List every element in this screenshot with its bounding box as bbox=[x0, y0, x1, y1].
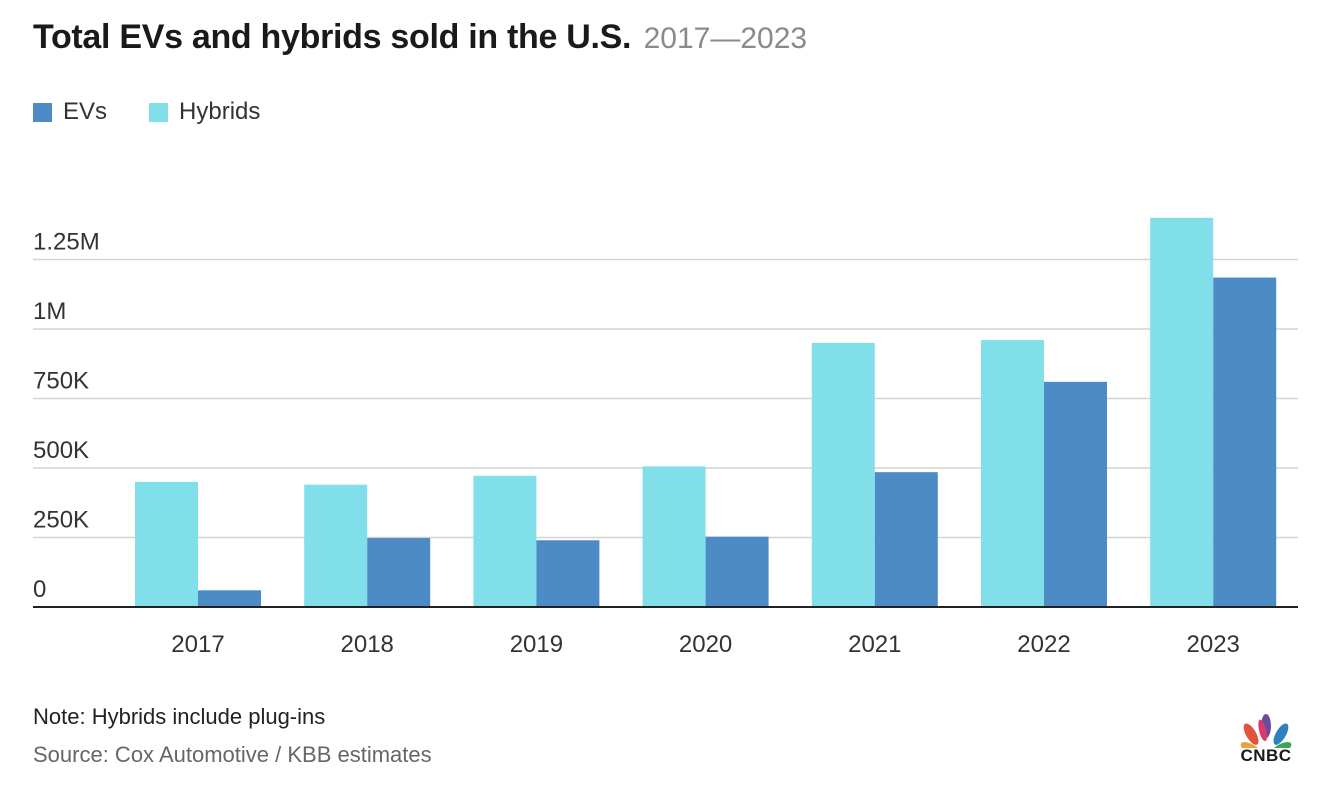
y-tick-label: 250K bbox=[33, 507, 89, 534]
bar-hybrids-2020 bbox=[642, 466, 706, 607]
x-tick-label: 2018 bbox=[341, 631, 394, 658]
bar-evs-2017 bbox=[198, 590, 261, 607]
legend-swatch-hybrids bbox=[149, 102, 169, 122]
bar-hybrids-2018 bbox=[304, 484, 368, 607]
y-tick-label: 1M bbox=[33, 298, 66, 325]
bar-hybrids-2017 bbox=[135, 481, 198, 607]
legend: EVs Hybrids bbox=[33, 98, 302, 126]
cnbc-logo: CNBC bbox=[1230, 712, 1302, 772]
bar-evs-2020 bbox=[705, 536, 769, 607]
legend-label-evs: EVs bbox=[63, 98, 108, 125]
y-tick-label: 500K bbox=[33, 437, 89, 464]
chart-title: Total EVs and hybrids sold in the U.S. bbox=[33, 18, 632, 56]
bar-evs-2023 bbox=[1213, 277, 1277, 607]
bar-evs-2021 bbox=[874, 472, 938, 607]
y-tick-label: 1.25M bbox=[33, 229, 100, 256]
bar-chart: 0 250K 500K 750K 1M 1.25M 2017 2018 2019 2020 2021… bbox=[33, 217, 1298, 658]
chart-source: Source: Cox Automotive / KBB estimates bbox=[33, 742, 432, 767]
x-tick-label: 2019 bbox=[510, 631, 563, 658]
y-tick-label: 0 bbox=[33, 576, 46, 603]
title-row: Total EVs and hybrids sold in the U.S. 2… bbox=[33, 18, 807, 57]
legend-item-hybrids: Hybrids bbox=[149, 98, 260, 126]
legend-item-evs: EVs bbox=[33, 98, 107, 126]
bar-hybrids-2021 bbox=[811, 342, 875, 607]
chart-subtitle: 2017—2023 bbox=[643, 22, 808, 55]
bar-evs-2022 bbox=[1044, 381, 1107, 607]
bar-evs-2018 bbox=[367, 538, 431, 607]
bar-hybrids-2019 bbox=[473, 475, 537, 607]
cnbc-logo-text: CNBC bbox=[1240, 746, 1292, 765]
legend-swatch-evs bbox=[33, 102, 52, 122]
x-tick-label: 2020 bbox=[679, 631, 732, 658]
bar-hybrids-2023 bbox=[1150, 217, 1214, 608]
legend-label-hybrids: Hybrids bbox=[179, 98, 261, 125]
x-tick-label: 2021 bbox=[848, 631, 901, 658]
peacock-icon bbox=[1240, 714, 1292, 757]
chart-note: Note: Hybrids include plug-ins bbox=[33, 704, 326, 729]
x-tick-label: 2023 bbox=[1187, 631, 1240, 658]
bar-evs-2019 bbox=[536, 540, 600, 607]
x-tick-label: 2017 bbox=[171, 631, 224, 658]
x-tick-label: 2022 bbox=[1017, 631, 1070, 658]
y-tick-label: 750K bbox=[33, 368, 89, 395]
bar-hybrids-2022 bbox=[981, 340, 1044, 607]
